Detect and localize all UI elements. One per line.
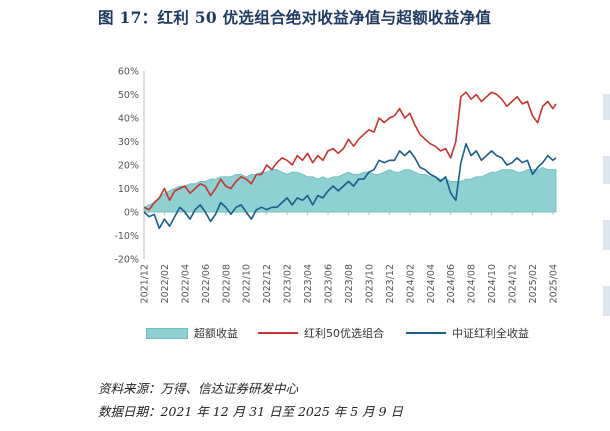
- x-tick-label: 2022/04: [180, 264, 191, 303]
- x-tick-label: 2023/10: [364, 264, 375, 303]
- legend-swatch-excess: [146, 327, 188, 339]
- x-tick-label: 2024/04: [426, 264, 437, 303]
- legend-label-excess: 超额收益: [194, 327, 238, 340]
- x-tick-label: 2023/02: [283, 264, 294, 303]
- legend-label-index: 中证红利全收益: [452, 327, 529, 340]
- y-tick-label: 0%: [124, 208, 139, 219]
- series-portfolio-line: [143, 91, 557, 211]
- source-note: 资料来源：万得、信达证券研发中心: [98, 381, 299, 396]
- x-tick-label: 2024/02: [405, 264, 416, 303]
- legend-swatch-index: [406, 332, 446, 334]
- date-range-note: 数据日期：2021 年 12 月 31 日至 2025 年 5 月 9 日: [98, 404, 404, 419]
- x-tick-label: 2024/08: [467, 264, 478, 303]
- x-tick-label: 2024/06: [446, 264, 457, 303]
- x-tick-label: 2024/10: [487, 264, 498, 303]
- x-tick-label: 2022/08: [221, 264, 232, 303]
- y-tick-label: 50%: [118, 90, 139, 101]
- x-tick-label: 2024/12: [508, 264, 519, 303]
- adjacent-page-edge: [603, 0, 610, 431]
- legend-item-portfolio: 红利50优选组合: [258, 325, 384, 341]
- x-tick-label: 2023/06: [324, 264, 335, 303]
- legend-label-portfolio: 红利50优选组合: [304, 327, 384, 340]
- x-tick-label: 2023/08: [344, 264, 355, 303]
- x-tick-label: 2023/12: [385, 264, 396, 303]
- y-tick-label: 10%: [118, 184, 139, 195]
- x-tick-label: 2022/12: [262, 264, 273, 303]
- x-tick-label: 2025/02: [528, 264, 539, 303]
- y-tick-label: 20%: [118, 161, 139, 172]
- x-tick-label: 2022/06: [201, 264, 212, 303]
- legend-swatch-portfolio: [258, 332, 298, 334]
- y-tick-label: -20%: [114, 255, 139, 266]
- x-tick-label: 2021/12: [140, 264, 151, 303]
- x-tick-label: 2022/02: [160, 264, 171, 303]
- series-excess-area: [143, 166, 557, 213]
- legend: 超额收益 红利50优选组合 中证红利全收益: [146, 325, 596, 341]
- x-axis: 2021/12 2022/02 2022/04 2022/06 2022/08 2022/…: [140, 211, 559, 303]
- y-axis: -20% -10% 0% 10% 20% 30% 40% 50% 60%: [114, 67, 145, 266]
- x-tick-label: 2025/04: [548, 264, 559, 303]
- y-tick-label: 30%: [118, 137, 139, 148]
- x-tick-label: 2023/04: [303, 264, 314, 303]
- legend-item-index: 中证红利全收益: [406, 325, 529, 341]
- y-tick-label: 40%: [118, 114, 139, 125]
- x-tick-label: 2022/10: [242, 264, 253, 303]
- figure-title: 图 17：红利 50 优选组合绝对收益净值与超额收益净值: [98, 8, 492, 27]
- y-tick-label: 60%: [118, 67, 139, 78]
- plot-area: [143, 91, 557, 230]
- series-index-line: [143, 143, 557, 230]
- legend-item-excess: 超额收益: [146, 325, 238, 341]
- y-tick-label: -10%: [114, 231, 139, 242]
